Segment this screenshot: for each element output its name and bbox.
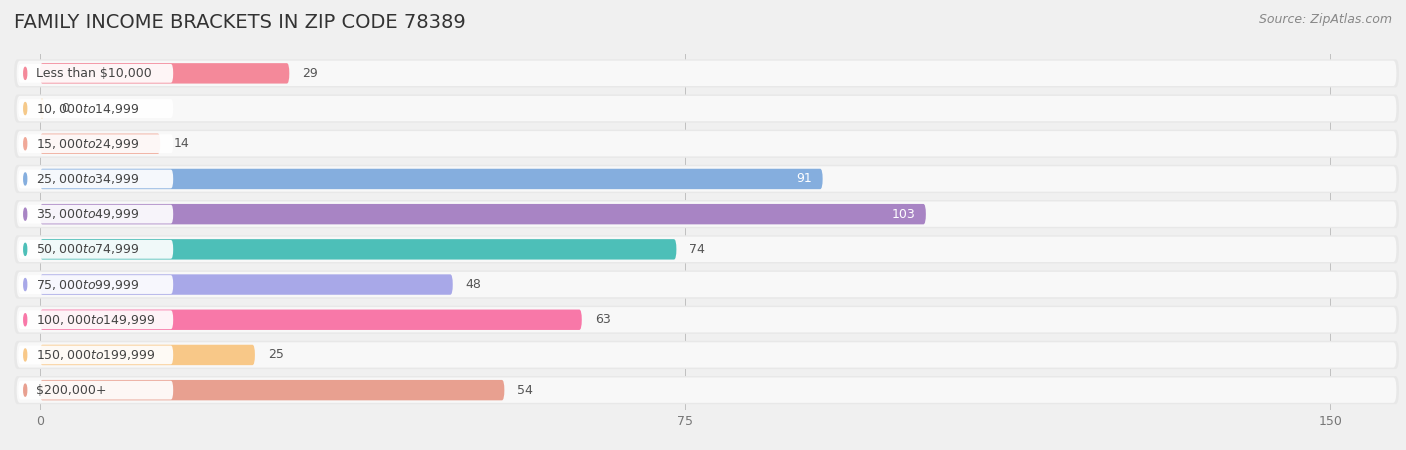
Text: Less than $10,000: Less than $10,000	[35, 67, 152, 80]
Text: $200,000+: $200,000+	[35, 384, 105, 396]
FancyBboxPatch shape	[39, 310, 582, 330]
Text: 29: 29	[302, 67, 318, 80]
Circle shape	[24, 173, 27, 185]
Text: FAMILY INCOME BRACKETS IN ZIP CODE 78389: FAMILY INCOME BRACKETS IN ZIP CODE 78389	[14, 14, 465, 32]
Circle shape	[24, 103, 27, 115]
FancyBboxPatch shape	[18, 64, 173, 83]
Text: 25: 25	[267, 348, 284, 361]
Text: $75,000 to $99,999: $75,000 to $99,999	[35, 278, 139, 292]
Circle shape	[24, 208, 27, 220]
Text: 91: 91	[797, 172, 813, 185]
Circle shape	[24, 243, 27, 255]
FancyBboxPatch shape	[14, 306, 1399, 334]
FancyBboxPatch shape	[17, 342, 1396, 368]
Text: $10,000 to $14,999: $10,000 to $14,999	[35, 102, 139, 116]
Text: 0: 0	[62, 102, 69, 115]
FancyBboxPatch shape	[18, 170, 173, 189]
FancyBboxPatch shape	[17, 61, 1396, 86]
Text: $15,000 to $24,999: $15,000 to $24,999	[35, 137, 139, 151]
FancyBboxPatch shape	[18, 135, 173, 153]
FancyBboxPatch shape	[17, 131, 1396, 157]
Circle shape	[24, 314, 27, 326]
Text: 63: 63	[595, 313, 610, 326]
FancyBboxPatch shape	[18, 381, 173, 400]
FancyBboxPatch shape	[14, 165, 1399, 193]
Circle shape	[24, 349, 27, 361]
FancyBboxPatch shape	[39, 63, 290, 84]
FancyBboxPatch shape	[14, 59, 1399, 87]
FancyBboxPatch shape	[18, 275, 173, 294]
Circle shape	[24, 279, 27, 291]
Text: $25,000 to $34,999: $25,000 to $34,999	[35, 172, 139, 186]
FancyBboxPatch shape	[17, 272, 1396, 297]
FancyBboxPatch shape	[14, 94, 1399, 123]
FancyBboxPatch shape	[17, 96, 1396, 121]
Circle shape	[24, 138, 27, 150]
Text: $150,000 to $199,999: $150,000 to $199,999	[35, 348, 155, 362]
FancyBboxPatch shape	[17, 166, 1396, 192]
FancyBboxPatch shape	[39, 99, 44, 119]
FancyBboxPatch shape	[39, 380, 505, 400]
FancyBboxPatch shape	[18, 346, 173, 365]
FancyBboxPatch shape	[18, 310, 173, 329]
FancyBboxPatch shape	[39, 204, 927, 225]
FancyBboxPatch shape	[14, 200, 1399, 228]
Text: 14: 14	[173, 137, 188, 150]
FancyBboxPatch shape	[18, 205, 173, 224]
FancyBboxPatch shape	[39, 345, 254, 365]
FancyBboxPatch shape	[17, 307, 1396, 333]
FancyBboxPatch shape	[14, 341, 1399, 369]
Text: 74: 74	[689, 243, 706, 256]
FancyBboxPatch shape	[14, 235, 1399, 263]
FancyBboxPatch shape	[17, 378, 1396, 403]
FancyBboxPatch shape	[18, 99, 173, 118]
FancyBboxPatch shape	[39, 239, 676, 260]
Text: 48: 48	[465, 278, 481, 291]
FancyBboxPatch shape	[14, 270, 1399, 299]
FancyBboxPatch shape	[39, 134, 160, 154]
FancyBboxPatch shape	[17, 237, 1396, 262]
Circle shape	[24, 384, 27, 396]
FancyBboxPatch shape	[39, 274, 453, 295]
Text: 54: 54	[517, 384, 533, 396]
FancyBboxPatch shape	[39, 169, 823, 189]
Text: Source: ZipAtlas.com: Source: ZipAtlas.com	[1258, 14, 1392, 27]
Text: $35,000 to $49,999: $35,000 to $49,999	[35, 207, 139, 221]
Circle shape	[24, 68, 27, 79]
Text: $50,000 to $74,999: $50,000 to $74,999	[35, 243, 139, 256]
FancyBboxPatch shape	[17, 202, 1396, 227]
FancyBboxPatch shape	[18, 240, 173, 259]
Text: 103: 103	[891, 207, 915, 220]
FancyBboxPatch shape	[14, 376, 1399, 404]
Text: $100,000 to $149,999: $100,000 to $149,999	[35, 313, 155, 327]
FancyBboxPatch shape	[14, 130, 1399, 158]
